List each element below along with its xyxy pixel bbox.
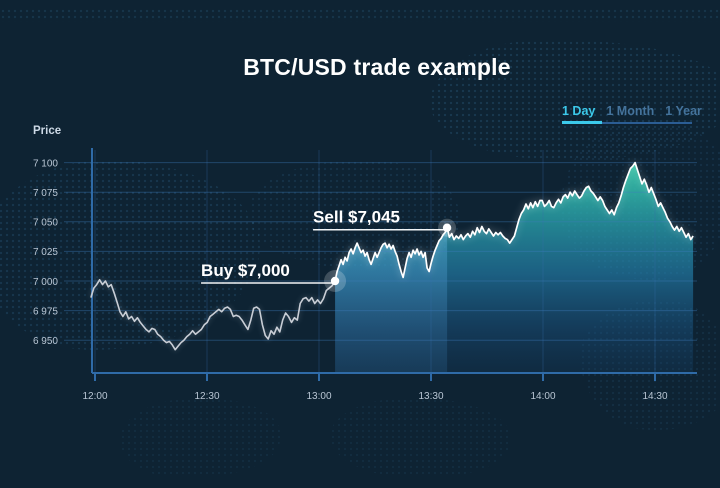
y-tick-label: 7 050 [33,218,58,229]
tab-1-day[interactable]: 1 Day [562,104,596,118]
chart-title: BTC/USD trade example [243,54,511,80]
buy-marker [330,276,340,286]
x-tick-label: 12:00 [82,391,107,402]
map-dots-south-america [120,398,280,478]
sell-marker [442,223,452,232]
axes [91,148,697,381]
sell-label: Sell $7,045 [313,208,400,227]
price-axis-title: Price [33,125,61,137]
tick-labels: 12:00 12:30 13:00 13:30 14:00 14:30 7 100 7 075… [33,158,668,402]
y-tick-label: 7 025 [33,247,58,258]
x-tick-label: 12:30 [194,391,219,402]
price-line-before-buy [90,278,336,351]
y-tick-label: 7 100 [33,158,58,169]
tab-1-month[interactable]: 1 Month [606,104,655,118]
y-tick-label: 7 000 [33,277,58,288]
y-tick-label: 7 075 [33,188,58,199]
x-tick-label: 14:00 [530,391,555,402]
tab-1-year[interactable]: 1 Year [665,104,702,118]
map-dots-top-strip [0,8,720,22]
y-tick-label: 6 950 [33,336,58,347]
x-tick-label: 13:00 [306,391,331,402]
price-line-after-buy [334,161,694,282]
tab-underline-track [562,122,692,124]
y-tick-label: 6 975 [33,306,58,317]
trade-highlight-band [335,227,448,373]
buy-label: Buy $7,000 [201,261,290,280]
map-dots-eurasia [430,40,720,160]
x-tick-label: 13:30 [418,391,443,402]
x-tick-label: 14:30 [642,391,667,402]
tab-active-underline [562,121,602,124]
map-dots-africa [330,398,510,478]
time-range-tabs: 1 Day 1 Month 1 Year [562,104,702,124]
